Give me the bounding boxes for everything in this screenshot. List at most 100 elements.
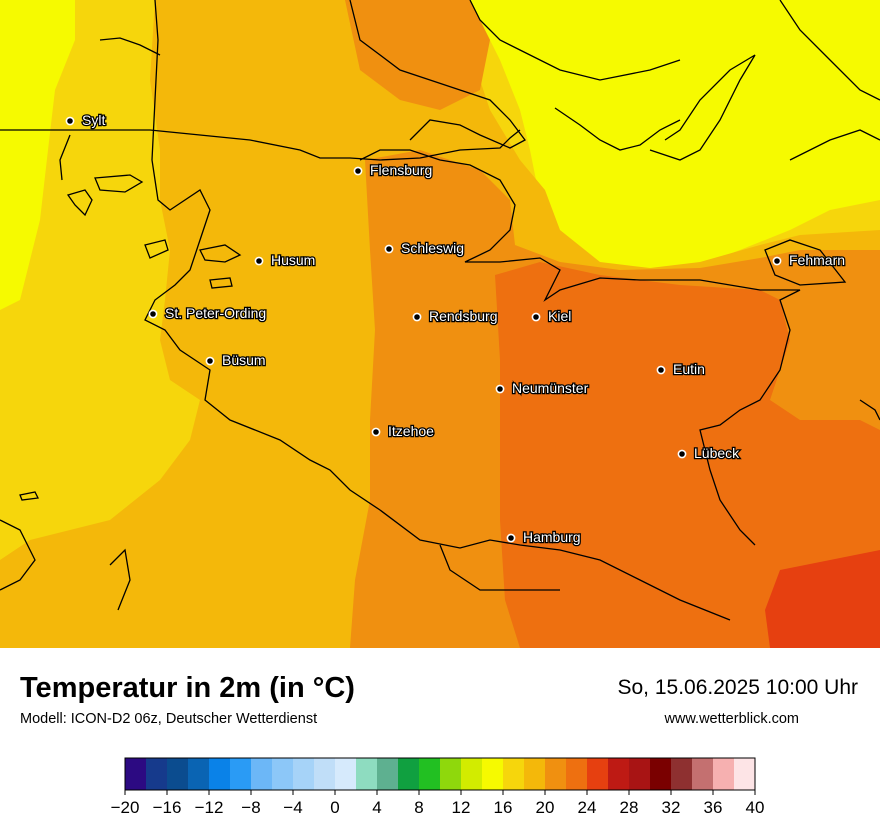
city-husum: Husum (254, 251, 317, 269)
legend-tick-label: −12 (195, 798, 224, 817)
city-label: Rendsburg (429, 308, 498, 324)
city-dot (65, 116, 75, 126)
city-dot (531, 312, 541, 322)
legend-swatch (146, 758, 168, 790)
city-fehmarn: Fehmarn (772, 251, 846, 269)
city-label: Eutin (673, 361, 705, 377)
city-rendsburg: Rendsburg (412, 307, 499, 325)
footer: Temperatur in 2m (in °C) Modell: ICON-D2… (0, 648, 880, 830)
legend-tick-label: 24 (578, 798, 597, 817)
legend-swatch (209, 758, 231, 790)
legend-swatch (272, 758, 294, 790)
city-sylt: Sylt (65, 111, 107, 129)
city-flensburg: Flensburg (353, 161, 434, 179)
legend-swatch (671, 758, 693, 790)
legend-tick-label: 36 (704, 798, 723, 817)
city-dot (148, 309, 158, 319)
city-label: Itzehoe (388, 423, 434, 439)
legend-tick-label: 32 (662, 798, 681, 817)
color-legend: −20 −16 −12 −8 −4 0 4 8 12 16 20 24 28 32 36 40 (111, 757, 765, 817)
legend-swatch (251, 758, 273, 790)
city-l-beck: Lübeck (677, 444, 741, 462)
legend-tick-label: 40 (746, 798, 765, 817)
legend-swatch (188, 758, 210, 790)
city-neum-nster: Neumünster (495, 379, 590, 397)
legend-swatch (713, 758, 735, 790)
legend-swatch (587, 758, 609, 790)
city-itzehoe: Itzehoe (371, 422, 435, 440)
city-st-peter-ording: St. Peter-Ording (148, 304, 267, 322)
legend-swatch (419, 758, 441, 790)
website-link[interactable]: www.wetterblick.com (664, 711, 799, 727)
legend-tick-label: 16 (494, 798, 513, 817)
city-b-sum: Büsum (205, 351, 267, 369)
legend-tick-label: 8 (414, 798, 423, 817)
legend-tick-label: 12 (452, 798, 471, 817)
city-dot (205, 356, 215, 366)
city-dot (412, 312, 422, 322)
legend-swatch (314, 758, 336, 790)
legend-swatch (356, 758, 378, 790)
legend-swatch (461, 758, 483, 790)
map-title: Temperatur in 2m (in °C) (20, 672, 355, 704)
temperature-zone-24-26 (765, 550, 880, 648)
city-label: Husum (271, 252, 315, 268)
city-label: Sylt (82, 112, 105, 128)
legend-tick-label: −16 (153, 798, 182, 817)
city-kiel: Kiel (531, 307, 573, 325)
legend-tick-label: 28 (620, 798, 639, 817)
coastlines (0, 0, 880, 621)
legend-swatch (482, 758, 504, 790)
model-source: Modell: ICON-D2 06z, Deutscher Wetterdie… (20, 711, 318, 727)
city-dot (353, 166, 363, 176)
city-dot (495, 384, 505, 394)
legend-swatch (629, 758, 651, 790)
forecast-datetime: So, 15.06.2025 10:00 Uhr (617, 676, 858, 699)
legend-swatch (125, 758, 147, 790)
legend-swatch (650, 758, 672, 790)
temperature-zone-14-16-baltic (470, 0, 880, 270)
legend-tick-label: −20 (111, 798, 140, 817)
city-dot (254, 256, 264, 266)
legend-swatch (524, 758, 546, 790)
legend-tick-label: 4 (372, 798, 381, 817)
legend-swatch (335, 758, 357, 790)
city-dot (677, 449, 687, 459)
legend-tick-label: 0 (330, 798, 339, 817)
city-dot (384, 244, 394, 254)
legend-swatch (566, 758, 588, 790)
temperature-zone-20-22-north (345, 0, 490, 110)
legend-tick-label: −4 (283, 798, 302, 817)
city-markers: Sylt Flensburg Schleswig Husum Fehmarn St. Pe… (65, 111, 846, 546)
legend-swatch (398, 758, 420, 790)
city-label: Büsum (222, 352, 266, 368)
city-label: Kiel (548, 308, 571, 324)
temperature-zone-22-24 (495, 262, 880, 648)
legend-swatch (230, 758, 252, 790)
city-label: Hamburg (523, 529, 581, 545)
city-dot (772, 256, 782, 266)
temperature-map: Sylt Flensburg Schleswig Husum Fehmarn St. Pe… (0, 0, 880, 648)
legend-swatch (440, 758, 462, 790)
legend-tick-label: 20 (536, 798, 555, 817)
legend-swatch (734, 758, 756, 790)
legend-swatch (545, 758, 567, 790)
city-schleswig: Schleswig (384, 239, 465, 257)
legend-swatch (692, 758, 714, 790)
city-label: Neumünster (512, 380, 589, 396)
legend-swatch (167, 758, 189, 790)
legend-swatch (293, 758, 315, 790)
city-dot (371, 427, 381, 437)
city-label: St. Peter-Ording (165, 305, 266, 321)
legend-tick-label: −8 (241, 798, 260, 817)
city-dot (656, 365, 666, 375)
city-label: Fehmarn (789, 252, 845, 268)
city-label: Lübeck (694, 445, 740, 461)
city-eutin: Eutin (656, 360, 706, 378)
legend-border (124, 757, 756, 791)
legend-swatch (608, 758, 630, 790)
legend-swatch (377, 758, 399, 790)
city-dot (506, 533, 516, 543)
temperature-zone-14-16-west (0, 0, 75, 310)
city-label: Schleswig (401, 240, 464, 256)
